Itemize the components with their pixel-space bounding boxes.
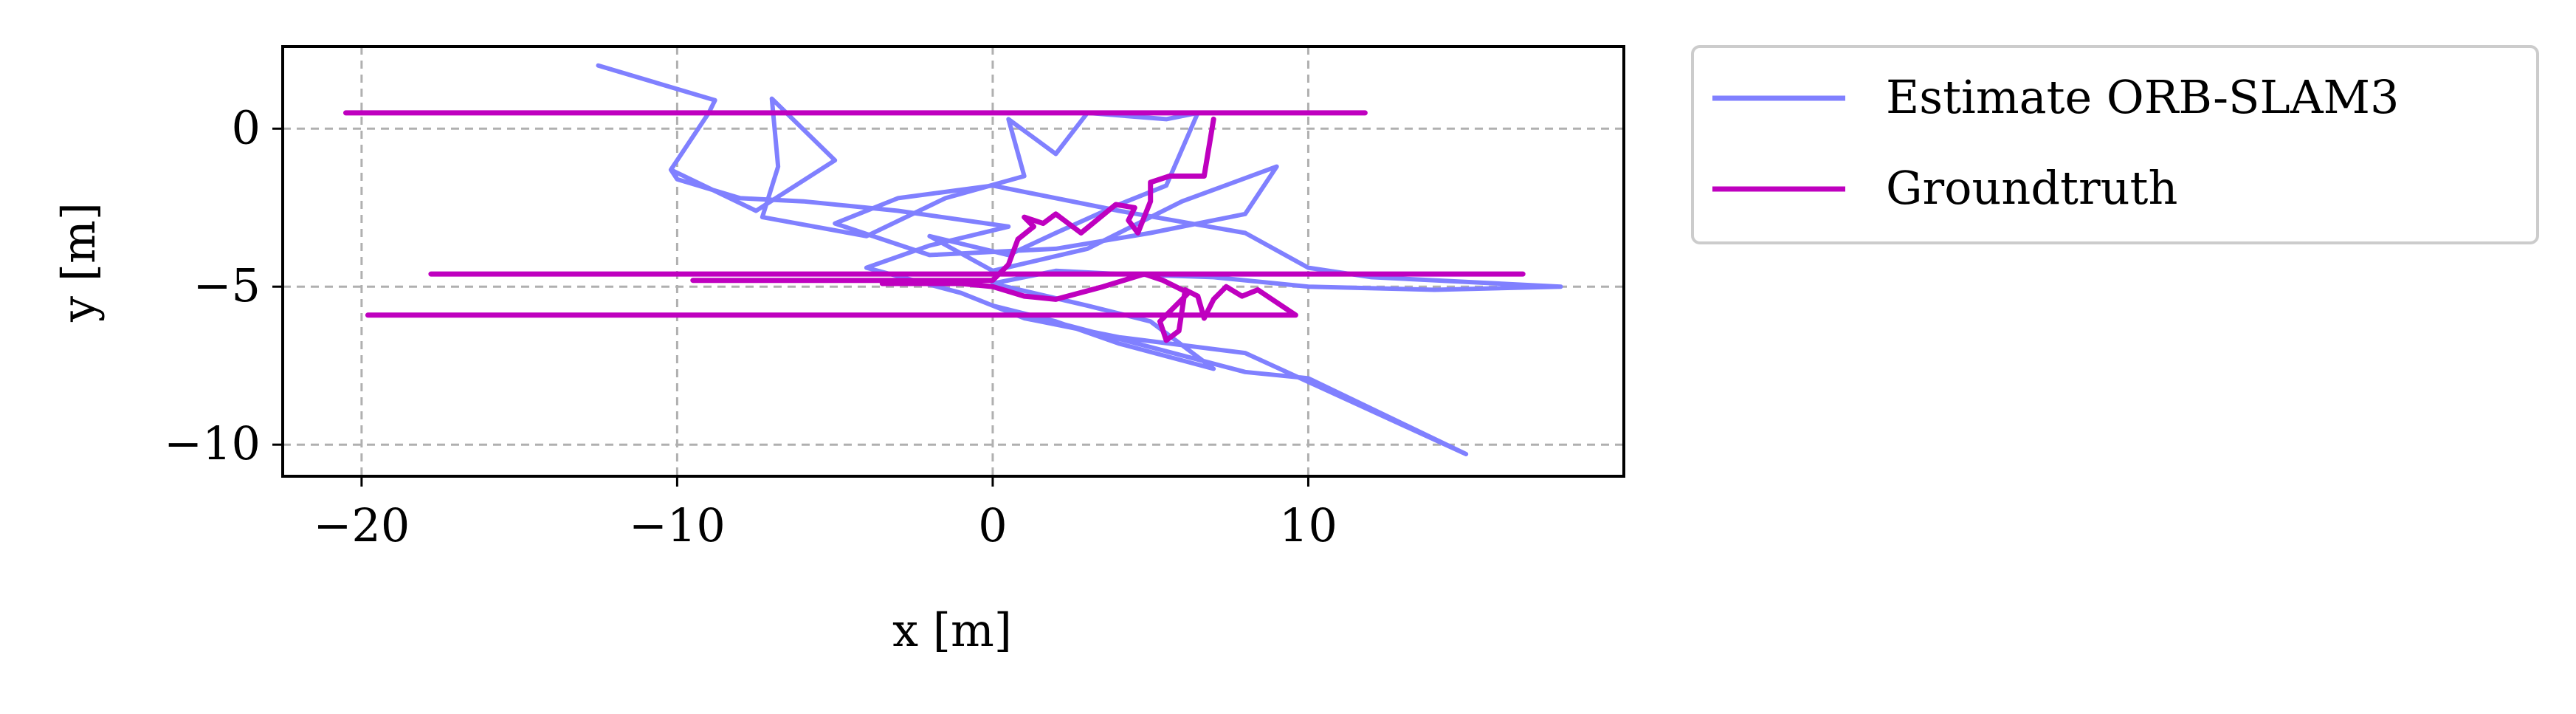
axes-frame <box>281 45 1625 478</box>
y-tick-label: −5 <box>193 258 261 312</box>
legend-label-estimate: Estimate ORB-SLAM3 <box>1886 70 2399 124</box>
y-tick-label: −10 <box>164 416 261 470</box>
series-line-groundtruth <box>343 110 1526 343</box>
y-axis-label: y [m] <box>52 202 106 323</box>
y-tick-label: 0 <box>232 100 261 154</box>
series-line-estimate <box>596 63 1563 456</box>
legend: Estimate ORB-SLAM3 Groundtruth <box>1691 45 2539 244</box>
x-tick-label: −20 <box>313 498 410 552</box>
tick-layer: −20 −10 0 10 0 −5 −10 <box>164 100 1337 552</box>
plot-area <box>343 63 1563 456</box>
x-tick-label: −10 <box>629 498 726 552</box>
legend-label-groundtruth: Groundtruth <box>1886 161 2177 215</box>
x-tick-label: 0 <box>978 498 1007 552</box>
grid-layer <box>283 47 1624 476</box>
legend-frame <box>1691 45 2539 244</box>
x-tick-label: 10 <box>1279 498 1337 552</box>
x-axis-label: x [m] <box>892 603 1012 657</box>
